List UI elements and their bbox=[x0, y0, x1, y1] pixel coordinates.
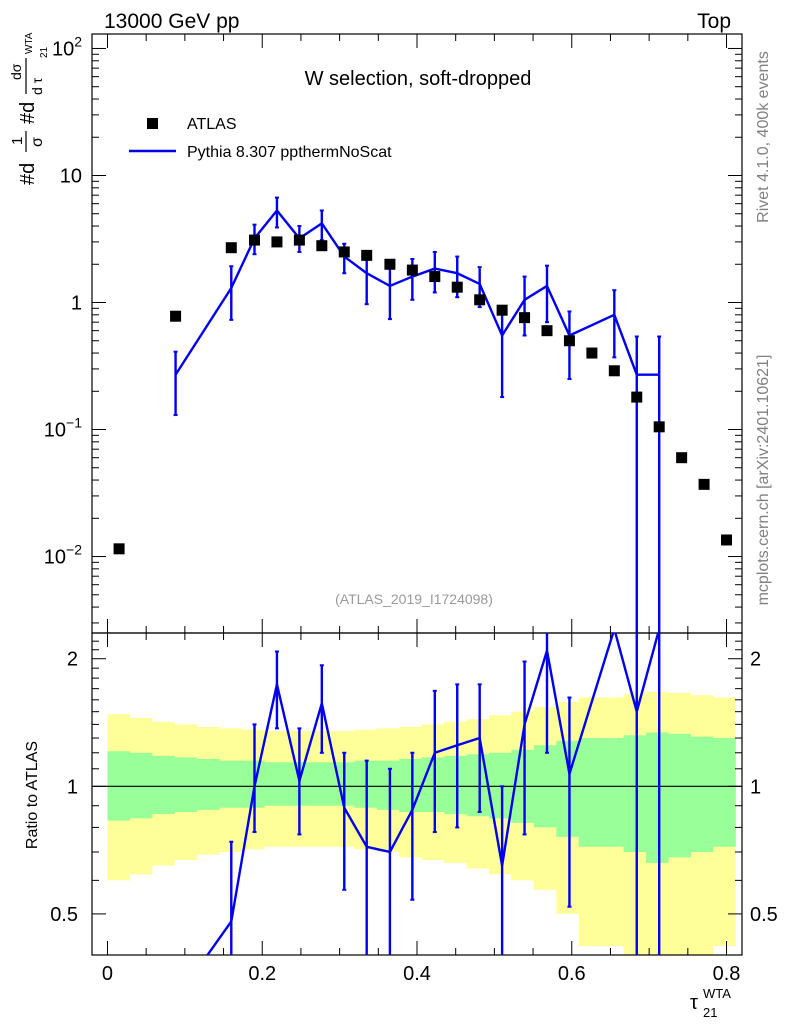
legend-atlas-marker bbox=[147, 118, 158, 129]
atlas-data-point bbox=[721, 534, 733, 546]
header-energy-label: 13000 GeV pp bbox=[104, 10, 239, 33]
legend-atlas-label: ATLAS bbox=[187, 116, 237, 133]
atlas-data-point bbox=[225, 242, 237, 254]
atlas-data-point bbox=[586, 347, 598, 359]
x-tick-label: 0.6 bbox=[558, 963, 586, 985]
atlas-data-point bbox=[249, 234, 260, 246]
atlas-data-point bbox=[429, 271, 441, 283]
atlas-data-point bbox=[676, 452, 688, 464]
main-panel: 10−2 10−1 1 10 102 bbox=[44, 33, 743, 634]
x-tick-label: 0.8 bbox=[713, 963, 741, 985]
atlas-data-point bbox=[271, 236, 283, 248]
main-ylabel-sigma: σ bbox=[29, 137, 46, 147]
x-tick-label: 0 bbox=[102, 963, 113, 985]
atlas-data-point bbox=[698, 478, 710, 490]
x-tick-label: 0.4 bbox=[403, 963, 431, 985]
x-axis-label: τ WTA 21 bbox=[690, 986, 731, 1020]
ratio-band-green bbox=[107, 732, 736, 863]
atlas-data-point bbox=[406, 264, 418, 276]
y-tick-label-main: 10−1 bbox=[44, 415, 82, 442]
y-tick-label-main: 10 bbox=[60, 165, 82, 187]
main-ylabel: #d 1 σ #d dσ d τ WTA 21 bbox=[8, 32, 50, 185]
atlas-data-point bbox=[653, 421, 665, 433]
atlas-data-point bbox=[361, 249, 373, 261]
atlas-data-point bbox=[474, 294, 486, 306]
atlas-data-point bbox=[541, 325, 553, 337]
main-ylabel-prefix: #d bbox=[17, 163, 39, 185]
atlas-data-point bbox=[338, 246, 350, 258]
atlas-data-point bbox=[293, 234, 305, 246]
x-axis-label-tau: τ bbox=[690, 992, 698, 1014]
main-ylabel-dsigma: dσ bbox=[8, 63, 24, 80]
y-tick-label-ratio: 0.5 bbox=[50, 904, 78, 926]
atlas-data-point bbox=[384, 258, 396, 270]
y-tick-label-ratio: 2 bbox=[67, 649, 78, 671]
main-ylabel-21: 21 bbox=[39, 46, 50, 58]
x-axis-label-21: 21 bbox=[703, 1005, 717, 1020]
mcplots-url-label: mcplots.cern.ch [arXiv:2401.10621] bbox=[755, 355, 772, 606]
y-tick-label-ratio-right: 0.5 bbox=[750, 904, 778, 926]
x-tick-label: 0.2 bbox=[248, 963, 276, 985]
main-ylabel-one: 1 bbox=[9, 137, 26, 145]
atlas-data-point bbox=[113, 543, 125, 555]
ratio-ylabel: Ratio to ATLAS bbox=[24, 741, 41, 849]
y-tick-label-ratio-right: 1 bbox=[750, 776, 761, 798]
pythia-line bbox=[174, 209, 660, 376]
atlas-data-point bbox=[170, 310, 182, 322]
rivet-version-label: Rivet 4.1.0, 400k events bbox=[755, 51, 772, 223]
atlas-data-point bbox=[608, 365, 620, 377]
atlas-data-point bbox=[451, 281, 463, 293]
y-tick-label-main: 1 bbox=[71, 293, 82, 315]
main-ylabel-d: #d bbox=[17, 102, 39, 124]
legend-pythia-label: Pythia 8.307 ppthermNoScat bbox=[187, 144, 392, 161]
ratio-panel: 0 0.2 0.4 0.6 0.8 0.5 0.5 1 1 2 2 bbox=[50, 632, 778, 985]
main-ylabel-dtau: d τ bbox=[29, 77, 45, 95]
atlas-data-point bbox=[519, 312, 531, 324]
atlas-data-point bbox=[316, 240, 328, 252]
analysis-watermark: (ATLAS_2019_I1724098) bbox=[335, 591, 493, 607]
header-process-label: Top bbox=[697, 10, 731, 33]
chart-title: W selection, soft-dropped bbox=[305, 68, 532, 90]
atlas-data-point bbox=[563, 335, 575, 347]
y-tick-label-ratio-right: 2 bbox=[750, 649, 761, 671]
y-tick-label-ratio: 1 bbox=[67, 776, 78, 798]
legend: ATLAS Pythia 8.307 ppthermNoScat bbox=[129, 116, 392, 161]
atlas-data-point bbox=[496, 304, 508, 316]
atlas-data-point bbox=[631, 391, 643, 403]
main-ylabel-wta: WTA bbox=[24, 32, 35, 54]
x-axis-label-wta: WTA bbox=[703, 986, 731, 1001]
y-tick-label-main: 10−2 bbox=[44, 542, 82, 569]
y-tick-label-main: 102 bbox=[52, 33, 82, 60]
